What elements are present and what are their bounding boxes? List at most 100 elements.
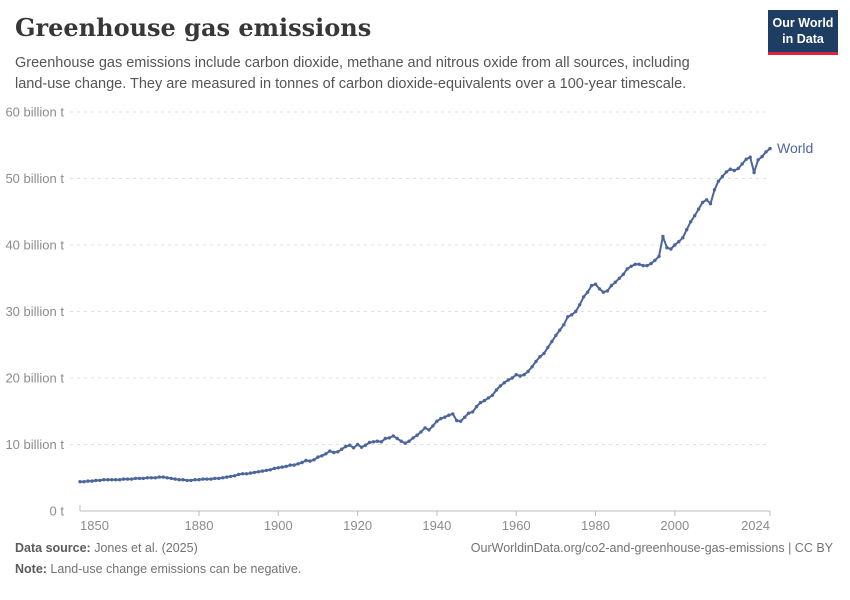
- data-point: [300, 460, 304, 465]
- chart-footer: Data source: Jones et al. (2025) OurWorl…: [15, 541, 833, 576]
- x-tick-label: 2000: [660, 518, 689, 533]
- data-source-label: Data source:: [15, 541, 91, 555]
- data-point: [181, 478, 185, 482]
- data-point: [165, 476, 169, 480]
- data-point: [756, 158, 760, 162]
- data-point: [185, 478, 189, 483]
- data-point: [276, 466, 280, 470]
- data-point: [581, 295, 586, 299]
- data-point: [268, 468, 272, 472]
- data-point: [665, 246, 669, 250]
- data-point: [550, 339, 554, 344]
- data-point: [518, 374, 522, 378]
- data-point: [320, 454, 324, 458]
- data-point: [685, 228, 689, 232]
- data-point: [466, 411, 471, 415]
- data-point: [221, 476, 225, 480]
- data-point: [217, 476, 221, 481]
- data-point: [355, 442, 360, 447]
- data-point: [288, 463, 292, 467]
- owid-logo[interactable]: Our World in Data: [768, 10, 838, 55]
- data-point: [740, 162, 744, 166]
- page-title: Greenhouse gas emissions: [15, 13, 372, 42]
- y-tick-label: 20 billion t: [5, 371, 64, 386]
- data-point: [407, 439, 411, 443]
- data-point: [229, 474, 233, 479]
- data-point: [260, 469, 265, 473]
- data-point: [423, 426, 427, 430]
- data-point: [114, 478, 118, 482]
- data-point: [415, 433, 419, 437]
- data-point: [86, 479, 90, 483]
- data-point: [256, 470, 261, 474]
- world-series-line[interactable]: [80, 147, 771, 483]
- data-point: [161, 475, 165, 479]
- data-point: [102, 478, 106, 482]
- data-point: [526, 369, 530, 374]
- data-point: [574, 309, 578, 314]
- data-point: [280, 465, 284, 469]
- data-point: [716, 179, 721, 183]
- data-point: [336, 450, 340, 454]
- data-point: [669, 247, 673, 251]
- data-point: [292, 463, 296, 467]
- data-point: [419, 430, 423, 434]
- data-point: [90, 479, 94, 483]
- data-point: [570, 313, 574, 317]
- data-point: [209, 477, 213, 481]
- data-point: [625, 267, 629, 271]
- x-tick-label: 1960: [502, 518, 531, 533]
- data-point: [403, 441, 407, 445]
- data-point: [340, 447, 344, 451]
- data-point: [443, 415, 447, 419]
- data-point: [121, 477, 126, 481]
- data-source: Data source: Jones et al. (2025): [15, 541, 198, 555]
- data-point: [593, 282, 598, 286]
- data-point: [129, 477, 134, 481]
- data-point: [645, 263, 649, 268]
- data-point: [106, 478, 110, 482]
- data-point: [653, 258, 657, 262]
- data-point: [617, 276, 621, 280]
- data-point: [82, 480, 86, 484]
- data-point: [141, 476, 146, 481]
- data-point: [621, 272, 625, 276]
- data-point: [530, 365, 534, 369]
- data-point: [411, 436, 415, 440]
- data-point: [118, 478, 122, 482]
- data-point: [304, 458, 308, 463]
- data-point: [510, 376, 514, 380]
- data-point: [748, 155, 752, 159]
- data-point: [348, 443, 352, 447]
- canonical-url[interactable]: OurWorldinData.org/co2-and-greenhouse-ga…: [470, 541, 833, 555]
- data-point: [137, 476, 142, 481]
- data-point: [387, 436, 391, 440]
- emissions-line-chart[interactable]: 0 t 10 billion t 20 billion t 30 billion t 4…: [0, 100, 850, 541]
- data-point: [585, 290, 590, 294]
- data-point: [359, 445, 364, 449]
- data-point: [399, 439, 403, 443]
- data-point: [193, 478, 197, 482]
- data-point: [712, 188, 717, 192]
- data-point: [589, 283, 594, 288]
- data-point: [332, 450, 336, 455]
- data-point: [677, 240, 681, 244]
- series-label-world[interactable]: World: [777, 140, 813, 156]
- chart-note-label: Note:: [15, 562, 47, 576]
- data-point: [133, 476, 138, 481]
- data-point: [760, 154, 764, 159]
- y-tick-label: 0 t: [50, 504, 65, 519]
- data-point: [351, 446, 356, 450]
- data-point: [383, 436, 387, 441]
- data-point: [578, 303, 582, 307]
- data-point: [312, 458, 316, 462]
- data-point: [478, 400, 483, 405]
- chart-note-value: Land-use change emissions can be negativ…: [46, 562, 302, 576]
- data-source-value: Jones et al. (2025): [90, 541, 198, 555]
- x-tick-label: 1880: [185, 518, 214, 533]
- x-tick-label: 1850: [80, 518, 109, 533]
- data-point: [455, 418, 459, 423]
- data-point: [494, 388, 499, 392]
- data-point: [498, 384, 502, 388]
- data-point: [637, 262, 641, 266]
